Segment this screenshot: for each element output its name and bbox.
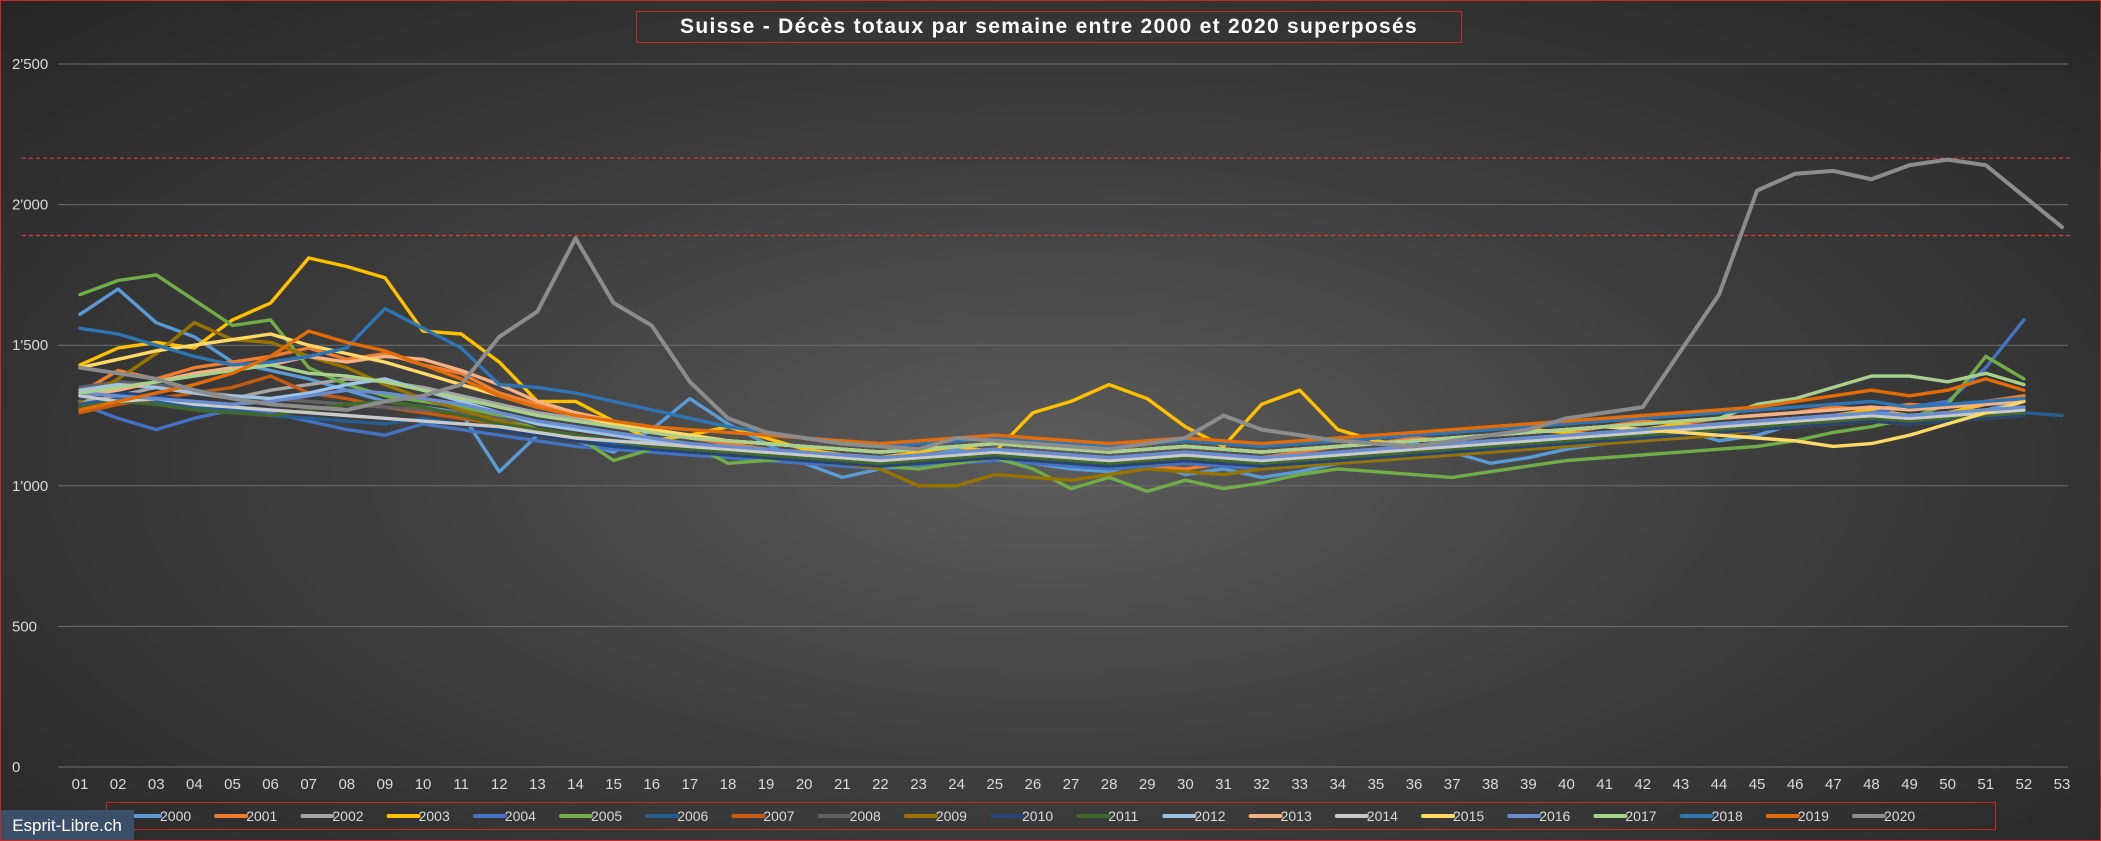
legend-label-2005: 2005 bbox=[591, 808, 622, 824]
legend-label-2000: 2000 bbox=[160, 808, 191, 824]
legend-label-2016: 2016 bbox=[1539, 808, 1570, 824]
legend-label-2007: 2007 bbox=[763, 808, 794, 824]
x-tick-label: 22 bbox=[872, 776, 889, 793]
x-tick-label: 02 bbox=[110, 776, 127, 793]
chart-title-text: Suisse - Décès totaux par semaine entre … bbox=[680, 15, 1418, 38]
x-tick-label: 38 bbox=[1482, 776, 1499, 793]
legend-label-2004: 2004 bbox=[505, 808, 536, 824]
x-tick-label: 16 bbox=[643, 776, 660, 793]
x-tick-label: 52 bbox=[2016, 776, 2033, 793]
x-tick-label: 39 bbox=[1520, 776, 1537, 793]
x-tick-label: 01 bbox=[72, 776, 89, 793]
series-line-2009 bbox=[78, 321, 2026, 488]
x-tick-label: 32 bbox=[1253, 776, 1270, 793]
x-tick-label: 19 bbox=[758, 776, 775, 793]
y-tick-label: 2'500 bbox=[12, 56, 48, 73]
series-line-2017 bbox=[78, 363, 2026, 454]
legend-label-2014: 2014 bbox=[1367, 808, 1398, 824]
x-tick-label: 05 bbox=[224, 776, 241, 793]
x-tick-label: 40 bbox=[1558, 776, 1575, 793]
series-line-2018 bbox=[78, 306, 2026, 449]
series-line-2019 bbox=[78, 329, 2026, 446]
x-tick-label: 43 bbox=[1673, 776, 1690, 793]
legend-entries: 2000 2001 2002 2003 2004 2005 2006 2007 2008 2009… bbox=[128, 808, 1915, 824]
y-tick-label: 1'500 bbox=[12, 337, 48, 354]
x-tick-label: 30 bbox=[1177, 776, 1194, 793]
legend-label-2019: 2019 bbox=[1798, 808, 1829, 824]
x-tick-label: 34 bbox=[1329, 776, 1346, 793]
chart-title: Suisse - Décès totaux par semaine entre … bbox=[636, 11, 1462, 43]
x-tick-label: 14 bbox=[567, 776, 584, 793]
x-tick-label: 44 bbox=[1711, 776, 1728, 793]
x-tick-label: 29 bbox=[1139, 776, 1156, 793]
x-tick-label: 09 bbox=[377, 776, 394, 793]
x-tick-label: 23 bbox=[910, 776, 927, 793]
x-tick-label: 46 bbox=[1787, 776, 1804, 793]
x-tick-label: 48 bbox=[1863, 776, 1880, 793]
legend-label-2017: 2017 bbox=[1625, 808, 1656, 824]
x-tick-label: 18 bbox=[720, 776, 737, 793]
reference-lines bbox=[22, 157, 2070, 237]
legend-label-2013: 2013 bbox=[1281, 808, 1312, 824]
x-tick-label: 15 bbox=[605, 776, 622, 793]
legend-label-2008: 2008 bbox=[850, 808, 881, 824]
x-tick-label: 33 bbox=[1291, 776, 1308, 793]
watermark: Esprit-Libre.ch bbox=[0, 810, 134, 841]
legend-label-2018: 2018 bbox=[1712, 808, 1743, 824]
x-tick-label: 24 bbox=[948, 776, 965, 793]
x-tick-label: 10 bbox=[415, 776, 432, 793]
series-lines bbox=[78, 157, 2064, 494]
legend-label-2003: 2003 bbox=[419, 808, 450, 824]
x-tick-label: 51 bbox=[1977, 776, 1994, 793]
y-tick-label: 500 bbox=[12, 618, 37, 635]
watermark-text: Esprit-Libre.ch bbox=[12, 815, 122, 835]
y-tick-label: 0 bbox=[12, 759, 20, 776]
legend-label-2012: 2012 bbox=[1194, 808, 1225, 824]
legend-label-2009: 2009 bbox=[936, 808, 967, 824]
series-line-2011 bbox=[78, 399, 2026, 465]
series-line-2016 bbox=[78, 388, 2026, 460]
x-tick-label: 37 bbox=[1444, 776, 1461, 793]
y-tick-label: 1'000 bbox=[12, 478, 48, 495]
series-line-2020 bbox=[78, 157, 2064, 452]
legend-label-2011: 2011 bbox=[1108, 808, 1138, 824]
legend-label-2010: 2010 bbox=[1022, 808, 1053, 824]
x-tick-label: 49 bbox=[1901, 776, 1918, 793]
x-tick-label: 04 bbox=[186, 776, 203, 793]
legend-label-2001: 2001 bbox=[246, 808, 277, 824]
x-tick-label: 36 bbox=[1406, 776, 1423, 793]
x-tick-label: 20 bbox=[796, 776, 813, 793]
x-tick-label: 53 bbox=[2054, 776, 2071, 793]
legend-label-2002: 2002 bbox=[332, 808, 363, 824]
x-tick-label: 08 bbox=[338, 776, 355, 793]
legend-label-2015: 2015 bbox=[1453, 808, 1484, 824]
series-line-2014 bbox=[78, 394, 2026, 463]
y-axis-tick-labels: 0 500 1'000 1'500 2'000 2'500 bbox=[12, 56, 48, 776]
x-tick-label: 06 bbox=[262, 776, 279, 793]
x-tick-label: 25 bbox=[986, 776, 1003, 793]
x-tick-label: 27 bbox=[1063, 776, 1080, 793]
x-tick-label: 41 bbox=[1596, 776, 1613, 793]
x-tick-label: 28 bbox=[1101, 776, 1118, 793]
x-axis-tick-labels: 01 02 03 04 05 06 07 08 09 10 11 12 13 14 15 16 17 18 19 20… bbox=[72, 776, 2071, 793]
x-tick-label: 11 bbox=[453, 776, 469, 793]
x-tick-label: 03 bbox=[148, 776, 165, 793]
x-tick-label: 47 bbox=[1825, 776, 1842, 793]
chart-legend bbox=[106, 802, 1996, 830]
x-tick-label: 35 bbox=[1368, 776, 1385, 793]
x-tick-label: 42 bbox=[1634, 776, 1651, 793]
x-tick-label: 21 bbox=[834, 776, 851, 793]
y-tick-label: 2'000 bbox=[12, 197, 48, 214]
x-tick-label: 17 bbox=[682, 776, 699, 793]
legend-label-2020: 2020 bbox=[1884, 808, 1915, 824]
x-tick-label: 31 bbox=[1215, 776, 1232, 793]
x-tick-label: 45 bbox=[1749, 776, 1766, 793]
legend-label-2006: 2006 bbox=[677, 808, 708, 824]
x-tick-label: 07 bbox=[300, 776, 317, 793]
x-tick-label: 13 bbox=[529, 776, 546, 793]
x-tick-label: 50 bbox=[1939, 776, 1956, 793]
x-tick-label: 26 bbox=[1025, 776, 1042, 793]
x-tick-label: 12 bbox=[491, 776, 508, 793]
